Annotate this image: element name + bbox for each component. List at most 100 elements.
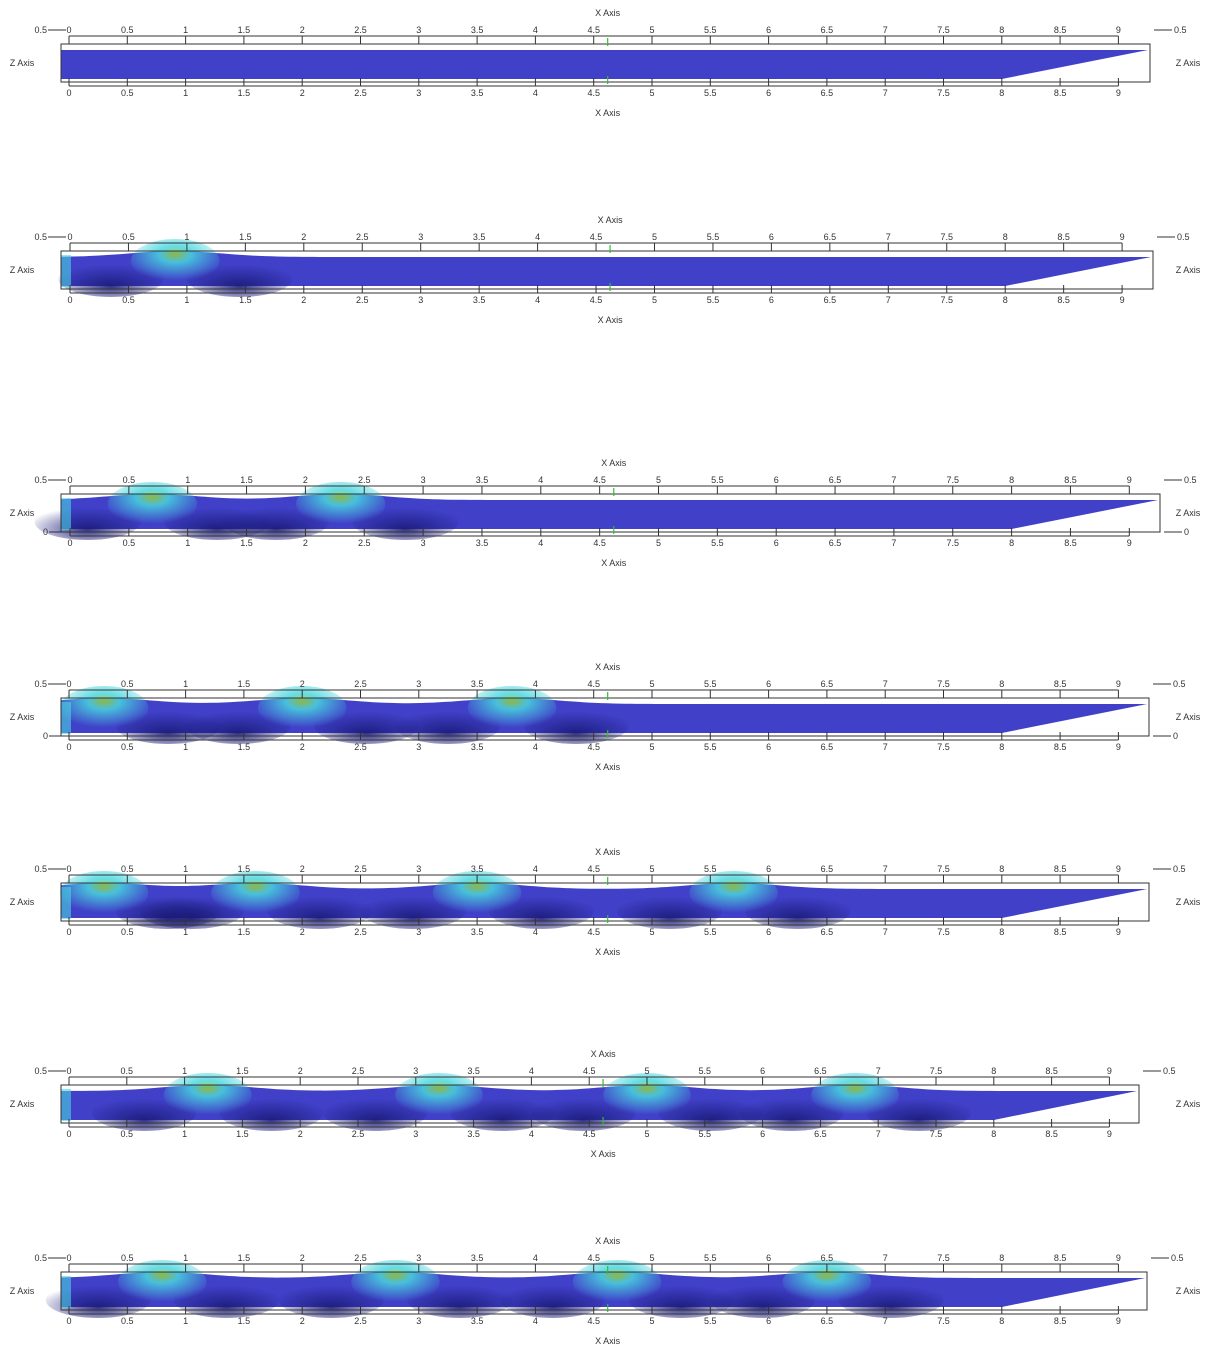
- x-tick-label-top: 5: [644, 1066, 649, 1076]
- x-tick-label-top: 6: [760, 1066, 765, 1076]
- z-tick-top-left: 0.5: [34, 25, 47, 35]
- x-tick-label-top: 4.5: [583, 1066, 596, 1076]
- x-tick-label-top: 5: [652, 232, 657, 242]
- x-tick-label-top: 9: [1116, 679, 1121, 689]
- x-tick-label-bottom: 1.5: [240, 538, 253, 548]
- x-tick-label-bottom: 5.5: [699, 1129, 712, 1139]
- x-tick-label-bottom: 8: [999, 927, 1004, 937]
- x-tick-label-bottom: 6.5: [829, 538, 842, 548]
- x-tick-label-top: 8: [999, 679, 1004, 689]
- x-tick-label-bottom: 4.5: [593, 538, 606, 548]
- wave-crest: [689, 871, 778, 915]
- x-tick-label-bottom: 3.5: [471, 1316, 484, 1326]
- x-tick-label-top: 6.5: [821, 864, 834, 874]
- inlet-foam: [61, 1276, 71, 1308]
- z-axis-title-right: Z Axis: [1176, 508, 1201, 518]
- x-tick-label-bottom: 2.5: [354, 1316, 367, 1326]
- x-tick-label-bottom: 2: [301, 295, 306, 305]
- x-tick-label-top: 8.5: [1057, 232, 1070, 242]
- x-tick-label-top: 4.5: [590, 232, 603, 242]
- x-tick-label-bottom: 6: [766, 1316, 771, 1326]
- z-axis-title-left: Z Axis: [10, 897, 35, 907]
- x-tick-label-top: 7.5: [937, 25, 950, 35]
- x-tick-label-top: 3: [416, 864, 421, 874]
- x-tick-label-bottom: 4: [535, 295, 540, 305]
- wave-crest: [811, 1073, 900, 1117]
- domain-frame: [60, 697, 1150, 737]
- wave-crest: [107, 482, 198, 526]
- x-tick-label-top: 2.5: [356, 232, 369, 242]
- x-tick-label-bottom: 7.5: [937, 88, 950, 98]
- x-tick-label-top: 1.5: [238, 679, 251, 689]
- domain-frame: [60, 493, 1161, 533]
- x-axis-title-top: X Axis: [598, 215, 624, 225]
- x-tick-label-top: 8.5: [1054, 679, 1067, 689]
- x-tick-label-top: 0: [67, 475, 72, 485]
- x-tick-label-top: 4: [535, 232, 540, 242]
- x-tick-label-bottom: 1.5: [238, 742, 251, 752]
- x-tick-label-bottom: 6: [766, 88, 771, 98]
- x-tick-label-top: 7.5: [930, 1066, 943, 1076]
- x-tick-label-bottom: 4: [533, 927, 538, 937]
- x-axis-title-top: X Axis: [595, 8, 621, 18]
- x-axis-title-top: X Axis: [595, 662, 621, 672]
- inlet-foam: [61, 702, 71, 734]
- x-tick-label-bottom: 6: [769, 295, 774, 305]
- x-tick-label-bottom: 3: [416, 88, 421, 98]
- x-axis-title-bottom: X Axis: [601, 558, 627, 568]
- z-tick-top-right: 0.5: [1171, 1253, 1184, 1263]
- x-tick-label-top: 5.5: [704, 25, 717, 35]
- x-tick-label-top: 0: [67, 232, 72, 242]
- x-tick-label-top: 5.5: [704, 864, 717, 874]
- x-tick-label-top: 6: [769, 232, 774, 242]
- wave-crest: [117, 1260, 207, 1304]
- x-tick-label-top: 6: [766, 1253, 771, 1263]
- x-tick-label-bottom: 6: [774, 538, 779, 548]
- x-tick-label-top: 3.5: [473, 232, 486, 242]
- x-tick-label-bottom: 8.5: [1054, 1316, 1067, 1326]
- x-tick-label-bottom: 8.5: [1045, 1129, 1058, 1139]
- x-tick-label-bottom: 6.5: [821, 88, 834, 98]
- x-tick-label-top: 7: [883, 25, 888, 35]
- x-tick-label-top: 0.5: [123, 475, 136, 485]
- z-tick-top-right: 0.5: [1184, 475, 1197, 485]
- x-tick-label-top: 1: [183, 679, 188, 689]
- x-tick-label-top: 7: [891, 475, 896, 485]
- wave-crest: [603, 1073, 691, 1117]
- x-tick-label-top: 9: [1116, 1253, 1121, 1263]
- x-tick-label-top: 2.5: [354, 864, 367, 874]
- z-tick-top-right: 0.5: [1173, 864, 1186, 874]
- x-tick-label-top: 5.5: [699, 1066, 712, 1076]
- x-tick-label-top: 1.5: [238, 25, 251, 35]
- x-tick-label-top: 8: [999, 1253, 1004, 1263]
- x-tick-label-top: 2.5: [358, 475, 371, 485]
- x-tick-label-top: 5.5: [704, 1253, 717, 1263]
- x-tick-label-bottom: 0: [66, 1129, 71, 1139]
- x-tick-label-bottom: 0.5: [121, 88, 134, 98]
- wave-crest: [782, 1260, 872, 1304]
- x-tick-label-bottom: 5.5: [707, 295, 720, 305]
- x-tick-label-bottom: 3.5: [473, 295, 486, 305]
- wave-crest: [351, 1260, 440, 1304]
- z-tick-top-left: 0.5: [34, 232, 47, 242]
- x-tick-label-bottom: 6.5: [814, 1129, 827, 1139]
- z-tick-bottom-right: 0: [1184, 527, 1189, 537]
- wave-crest: [211, 871, 300, 915]
- x-axis-title-bottom: X Axis: [595, 1336, 621, 1344]
- x-tick-label-bottom: 5: [644, 1129, 649, 1139]
- z-axis-title-left: Z Axis: [10, 508, 35, 518]
- z-axis-title-right: Z Axis: [1176, 1286, 1201, 1296]
- x-tick-label-top: 4.5: [587, 679, 600, 689]
- x-tick-label-top: 9: [1116, 25, 1121, 35]
- x-tick-label-top: 4: [538, 475, 543, 485]
- x-tick-label-bottom: 7: [883, 1316, 888, 1326]
- x-tick-label-bottom: 9: [1116, 742, 1121, 752]
- x-tick-label-bottom: 5.5: [704, 927, 717, 937]
- x-tick-label-bottom: 0.5: [122, 295, 135, 305]
- x-tick-label-bottom: 2.5: [358, 538, 371, 548]
- x-tick-label-top: 6.5: [821, 679, 834, 689]
- x-tick-label-bottom: 3: [413, 1129, 418, 1139]
- x-tick-label-top: 2.5: [354, 679, 367, 689]
- x-tick-label-bottom: 6: [760, 1129, 765, 1139]
